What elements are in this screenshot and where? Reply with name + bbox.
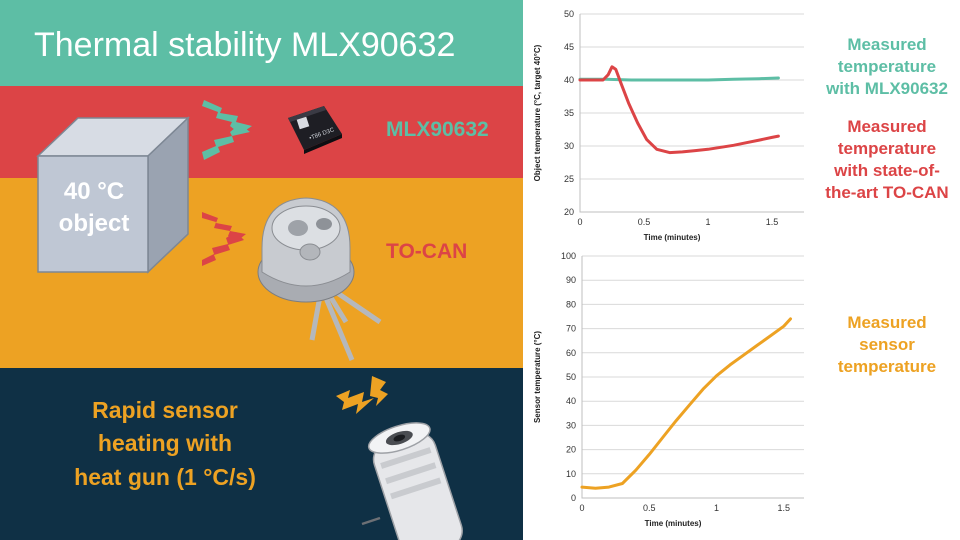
object-temperature-chart: 20 25 30 35 40 45 50 0 0.5 1 1.5 Time (minutes) Obje… [533, 9, 804, 242]
y-axis-title: Object temperature (°C, target 40°C) [533, 44, 542, 181]
tocan-measured-line2: temperature [837, 139, 937, 159]
y-tick-label: 25 [564, 174, 574, 184]
sensor-measured-line3: temperature [837, 357, 937, 377]
y-tick-label: 0 [571, 493, 576, 503]
x-tick-label: 0.5 [638, 217, 651, 227]
series-line-1 [578, 65, 780, 155]
mlx-measured-line3: with MLX90632 [826, 79, 948, 99]
series-line-0 [580, 317, 792, 490]
tocan-measured-line3: with state-of- [834, 161, 940, 181]
y-tick-label: 10 [566, 469, 576, 479]
lightning-icon [336, 376, 388, 414]
title-band [0, 0, 523, 86]
mlx-measured-label: Measured temperature with MLX90632 [812, 34, 960, 100]
y-tick-label: 45 [564, 42, 574, 52]
y-tick-label: 50 [564, 9, 574, 19]
page-title: Thermal stability MLX90632 [34, 26, 456, 64]
heat-gun-icon [361, 422, 463, 540]
sensor-measured-line2: sensor [859, 335, 915, 355]
tocan-label: TO-CAN [386, 240, 468, 263]
tocan-measured-line1: Measured [847, 117, 927, 136]
y-tick-label: 20 [564, 207, 574, 217]
y-tick-label: 70 [566, 324, 576, 334]
tocan-measured-label: Measured temperature with state-of- the-… [812, 116, 960, 204]
mlx-measured-line1: Measured [847, 35, 927, 54]
heat-caption-line3: heat gun (1 °C/s) [74, 463, 256, 490]
x-axis-title: Time (minutes) [645, 519, 702, 528]
x-tick-label: 1 [714, 503, 719, 513]
x-tick-label: 0.5 [643, 503, 656, 513]
x-tick-label: 1.5 [766, 217, 779, 227]
sensor-measured-line1: Measured [847, 313, 927, 332]
series-line-0 [578, 76, 780, 82]
object-label-line2: object [58, 210, 130, 238]
heat-caption-line1: Rapid sensor [92, 397, 238, 423]
mlx-measured-line2: temperature [837, 57, 937, 77]
to-can-sensor-icon [257, 197, 382, 361]
y-tick-label: 60 [566, 348, 576, 358]
y-tick-label: 80 [566, 299, 576, 309]
y-axis-title: Sensor temperature (°C) [533, 331, 542, 423]
lightning-arrows-icon [202, 212, 246, 266]
heat-wave-arrows-icon [202, 100, 252, 160]
y-tick-label: 35 [564, 108, 574, 118]
object-label-line1: 40 °C [63, 178, 125, 205]
y-tick-label: 30 [566, 420, 576, 430]
x-tick-label: 1 [705, 217, 710, 227]
x-tick-label: 0 [577, 217, 582, 227]
x-tick-label: 1.5 [778, 503, 791, 513]
cube-icon [36, 116, 190, 274]
tocan-measured-line4: the-art TO-CAN [825, 183, 949, 203]
sensor-temperature-chart: 0 10 20 30 40 50 60 70 80 90 100 0 0.5 1 1.5 Time (minu… [533, 251, 804, 528]
mlx-label: MLX90632 [386, 118, 489, 141]
y-tick-label: 40 [564, 75, 574, 85]
y-tick-label: 90 [566, 275, 576, 285]
y-tick-label: 40 [566, 396, 576, 406]
heat-gun-caption: Rapid sensor heating with heat gun (1 °C… [30, 394, 300, 494]
axis-line [581, 256, 804, 499]
heat-caption-line2: heating with [97, 430, 233, 457]
x-axis-title: Time (minutes) [644, 233, 701, 242]
object-label: 40 °C object [40, 176, 148, 241]
y-tick-label: 100 [561, 251, 576, 261]
y-tick-label: 20 [566, 445, 576, 455]
y-tick-label: 30 [564, 141, 574, 151]
chip-icon: •T86 D3C [288, 106, 342, 154]
sensor-measured-label: Measured sensor temperature [812, 312, 960, 378]
y-tick-label: 50 [566, 372, 576, 382]
x-tick-label: 0 [579, 503, 584, 513]
